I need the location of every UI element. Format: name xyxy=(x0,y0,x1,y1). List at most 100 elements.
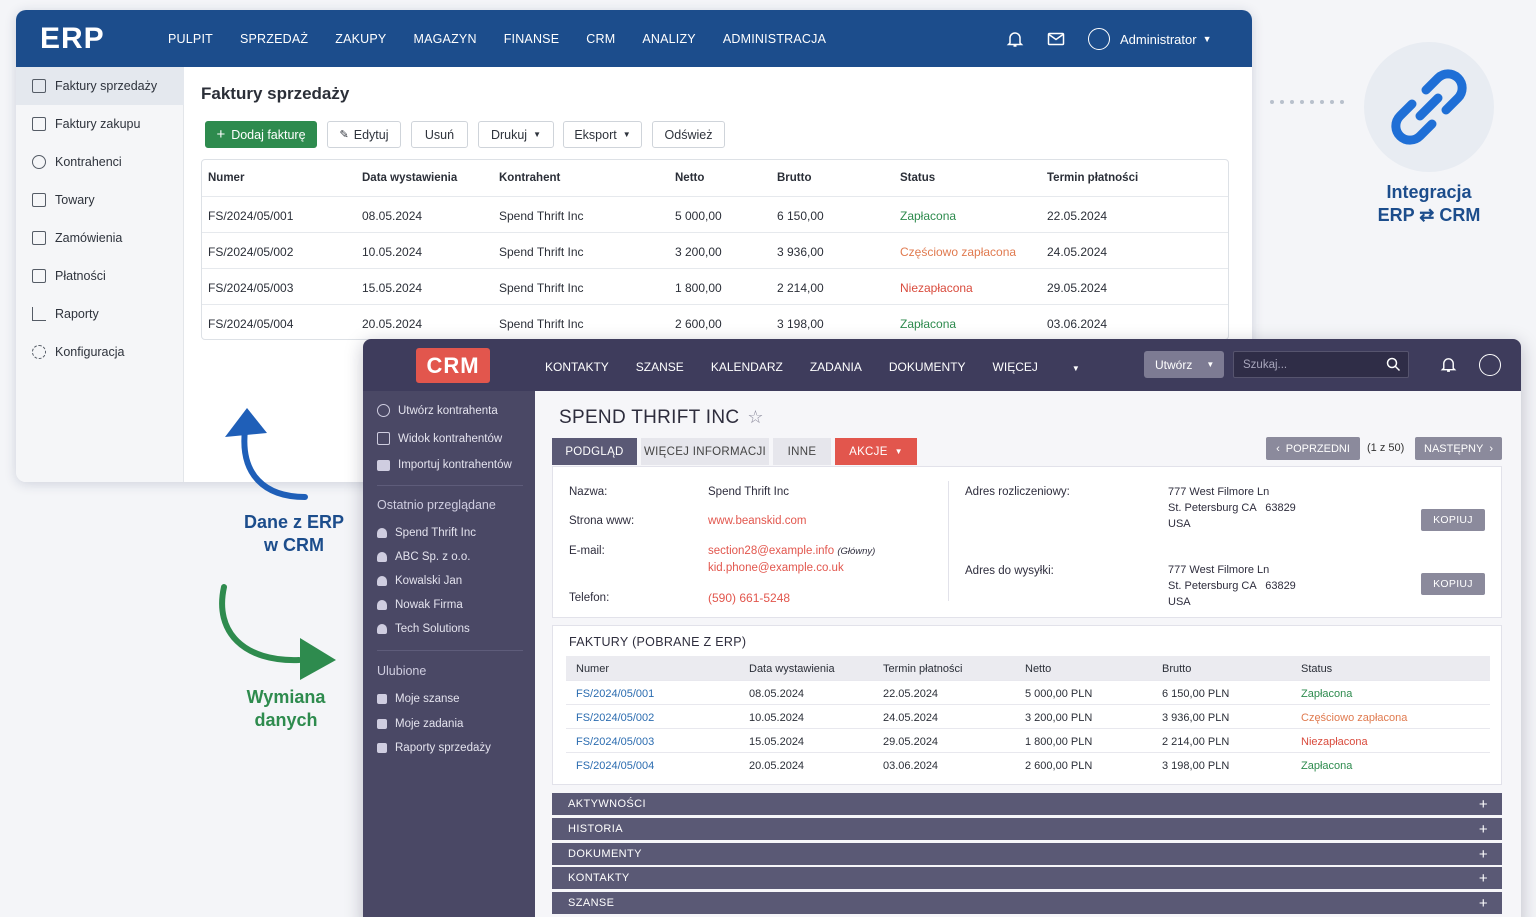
erp-nav-administracja[interactable]: ADMINISTRACJA xyxy=(722,31,827,46)
table-row[interactable]: FS/2024/05/002 10.05.2024 24.05.2024 3 2… xyxy=(566,704,1490,728)
recent-item[interactable]: Tech Solutions xyxy=(377,623,470,635)
tab-akcje[interactable]: AKCJE ▼ xyxy=(835,438,917,465)
section-kontakty[interactable]: KONTAKTY + xyxy=(552,867,1502,889)
section-historia[interactable]: HISTORIA + xyxy=(552,818,1502,840)
user-avatar-icon[interactable] xyxy=(1479,354,1501,376)
table-row[interactable]: FS/2024/05/002 10.05.2024 Spend Thrift I… xyxy=(202,232,1228,268)
favorite-item[interactable]: Moje zadania xyxy=(377,718,463,730)
col-header[interactable]: Numer xyxy=(576,663,610,675)
erp-nav-crm[interactable]: CRM xyxy=(586,31,616,46)
col-header[interactable]: Data wystawienia xyxy=(749,663,835,675)
sidebar-item-kontrahenci[interactable]: Kontrahenci xyxy=(16,143,184,181)
sidebar-item-faktury-zakupu[interactable]: Faktury zakupu xyxy=(16,105,184,143)
col-header[interactable]: Data wystawienia xyxy=(362,172,458,184)
star-icon[interactable]: ☆ xyxy=(747,407,764,427)
copy-shipping-button[interactable]: KOPIUJ xyxy=(1421,573,1485,595)
email-secondary-link[interactable]: kid.phone@example.co.uk xyxy=(708,562,844,574)
col-header[interactable]: Brutto xyxy=(1162,663,1192,675)
crm-nav-kalendarz[interactable]: KALENDARZ xyxy=(710,360,783,374)
section-dokumenty[interactable]: DOKUMENTY + xyxy=(552,843,1502,865)
expand-plus-icon[interactable]: + xyxy=(1478,870,1488,887)
invoice-link[interactable]: FS/2024/05/001 xyxy=(576,688,655,700)
sidebar-item-konfiguracja[interactable]: Konfiguracja xyxy=(16,333,184,371)
recent-item[interactable]: Spend Thrift Inc xyxy=(377,527,476,539)
add-invoice-button[interactable]: + Dodaj fakturę xyxy=(205,121,317,148)
www-link[interactable]: www.beanskid.com xyxy=(708,515,807,527)
sidebar-view-contractors[interactable]: Widok kontrahentów xyxy=(377,432,502,445)
crm-nav-dokumenty[interactable]: DOKUMENTY xyxy=(888,360,966,374)
sidebar-item-raporty[interactable]: Raporty xyxy=(16,295,184,333)
favorite-item[interactable]: Moje szanse xyxy=(377,693,460,705)
crm-nav-wiecej[interactable]: WIĘCEJ ▼ xyxy=(993,360,1107,374)
recent-item[interactable]: Nowak Firma xyxy=(377,599,463,611)
col-header[interactable]: Termin płatności xyxy=(1047,172,1139,184)
crm-nav-kontakty[interactable]: KONTAKTY xyxy=(545,360,609,374)
expand-plus-icon[interactable]: + xyxy=(1478,895,1488,912)
bell-icon[interactable] xyxy=(1006,30,1024,48)
delete-button[interactable]: Usuń xyxy=(411,121,468,148)
phone-link[interactable]: (590) 661-5248 xyxy=(708,591,791,605)
col-header[interactable]: Netto xyxy=(675,172,705,184)
sidebar-item-label: Moje szanse xyxy=(395,693,460,705)
table-row[interactable]: FS/2024/05/003 15.05.2024 Spend Thrift I… xyxy=(202,268,1228,304)
crm-nav-zadania[interactable]: ZADANIA xyxy=(809,360,862,374)
table-row[interactable]: FS/2024/05/004 20.05.2024 Spend Thrift I… xyxy=(202,304,1228,340)
search-icon[interactable] xyxy=(1386,357,1401,372)
report-icon xyxy=(377,743,387,753)
copy-billing-button[interactable]: KOPIUJ xyxy=(1421,509,1485,531)
col-header[interactable]: Termin płatności xyxy=(883,663,963,675)
expand-plus-icon[interactable]: + xyxy=(1478,821,1488,838)
table-row[interactable]: FS/2024/05/001 08.05.2024 Spend Thrift I… xyxy=(202,196,1228,232)
next-button[interactable]: NASTĘPNY › xyxy=(1415,437,1502,460)
email-primary-link[interactable]: section28@example.info xyxy=(708,545,835,557)
col-header[interactable]: Netto xyxy=(1025,663,1052,675)
search-input[interactable]: Szukaj... xyxy=(1233,351,1409,378)
erp-nav-sprzedaz[interactable]: SPRZEDAŻ xyxy=(239,31,309,46)
export-button[interactable]: Eksport ▼ xyxy=(563,121,642,148)
create-button[interactable]: Utwórz ▼ xyxy=(1144,351,1224,378)
sidebar-item-towary[interactable]: Towary xyxy=(16,181,184,219)
favorite-item[interactable]: Raporty sprzedaży xyxy=(377,742,491,754)
print-button[interactable]: Drukuj ▼ xyxy=(478,121,554,148)
erp-nav-finanse[interactable]: FINANSE xyxy=(503,31,560,46)
recent-item[interactable]: Kowalski Jan xyxy=(377,575,462,587)
sidebar-item-platnosci[interactable]: Płatności xyxy=(16,257,184,295)
erp-nav-magazyn[interactable]: MAGAZYN xyxy=(413,31,477,46)
erp-nav-analizy[interactable]: ANALIZY xyxy=(642,31,696,46)
sidebar-item-faktury-sprzedazy[interactable]: Faktury sprzedaży xyxy=(16,67,184,105)
invoice-link[interactable]: FS/2024/05/004 xyxy=(576,760,655,772)
sidebar-create-contractor[interactable]: Utwórz kontrahenta xyxy=(377,404,498,417)
user-menu[interactable]: Administrator ▼ xyxy=(1088,28,1212,50)
refresh-button[interactable]: Odśwież xyxy=(652,121,725,148)
col-header[interactable]: Numer xyxy=(208,172,245,184)
invoice-link[interactable]: FS/2024/05/003 xyxy=(576,736,655,748)
bell-icon[interactable] xyxy=(1440,356,1457,373)
invoice-link[interactable]: FS/2024/05/002 xyxy=(576,712,655,724)
table-row[interactable]: FS/2024/05/001 08.05.2024 22.05.2024 5 0… xyxy=(566,680,1490,704)
previous-button[interactable]: ‹ POPRZEDNI xyxy=(1266,437,1360,460)
cell: 1 800,00 xyxy=(675,281,722,295)
edit-button[interactable]: ✎ Edytuj xyxy=(327,121,401,148)
erp-nav-zakupy[interactable]: ZAKUPY xyxy=(335,31,387,46)
record-title-text: SPEND THRIFT INC xyxy=(559,407,740,428)
table-row[interactable]: FS/2024/05/003 15.05.2024 29.05.2024 1 8… xyxy=(566,728,1490,752)
mail-icon[interactable] xyxy=(1047,30,1065,48)
col-header[interactable]: Status xyxy=(1301,663,1333,675)
tab-inne[interactable]: INNE xyxy=(773,438,831,465)
expand-plus-icon[interactable]: + xyxy=(1478,796,1488,813)
recent-item[interactable]: ABC Sp. z o.o. xyxy=(377,551,470,563)
tab-podglad[interactable]: PODGLĄD xyxy=(552,438,637,465)
crm-nav-szanse[interactable]: SZANSE xyxy=(635,360,684,374)
sidebar-item-zamowienia[interactable]: Zamówienia xyxy=(16,219,184,257)
erp-nav-pulpit[interactable]: PULPIT xyxy=(168,31,213,46)
section-aktywnosci[interactable]: AKTYWNOŚCI + xyxy=(552,793,1502,815)
user-icon xyxy=(32,155,46,169)
tab-wiecej-informacji[interactable]: WIĘCEJ INFORMACJI xyxy=(641,438,769,465)
expand-plus-icon[interactable]: + xyxy=(1478,846,1488,863)
col-header[interactable]: Status xyxy=(900,172,936,184)
table-row[interactable]: FS/2024/05/004 20.05.2024 03.06.2024 2 6… xyxy=(566,752,1490,776)
col-header[interactable]: Kontrahent xyxy=(499,172,561,184)
sidebar-import-contractors[interactable]: Importuj kontrahentów xyxy=(377,459,512,471)
col-header[interactable]: Brutto xyxy=(777,172,812,184)
section-szanse[interactable]: SZANSE + xyxy=(552,892,1502,914)
